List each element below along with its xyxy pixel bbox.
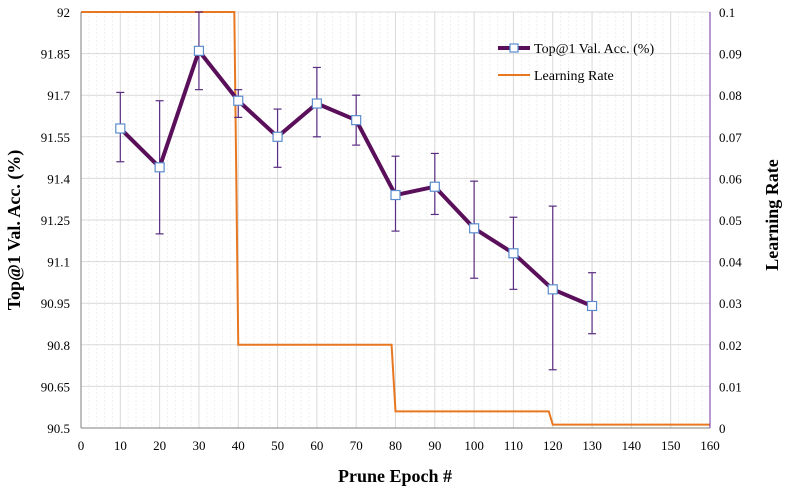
y-right-tick-label: 0.06 bbox=[719, 171, 742, 186]
y-right-tick-label: 0.02 bbox=[719, 338, 742, 353]
y-left-tick-label: 92 bbox=[57, 5, 70, 20]
y-left-tick-label: 91.1 bbox=[47, 255, 70, 270]
axes bbox=[80, 12, 711, 429]
legend: Top@1 Val. Acc. (%) Learning Rate bbox=[498, 42, 654, 84]
x-tick-label: 70 bbox=[350, 438, 363, 453]
accuracy-point bbox=[233, 95, 244, 106]
accuracy-point bbox=[390, 189, 401, 201]
y-left-tick-label: 91.4 bbox=[47, 171, 70, 186]
learning-rate-layer bbox=[81, 11, 710, 426]
accuracy-point bbox=[272, 131, 283, 142]
tick-labels: 0 10 20 30 40 50 60 70 80 90 100 110 120 130 140 150 160… bbox=[41, 5, 743, 453]
y-right-tick-label: 0.1 bbox=[719, 5, 735, 20]
legend-accuracy-marker bbox=[509, 43, 519, 53]
y-right-tick-label: 0.05 bbox=[719, 213, 742, 228]
y-left-tick-label: 91.55 bbox=[41, 130, 70, 145]
accuracy-point bbox=[586, 300, 598, 312]
x-tick-label: 80 bbox=[389, 438, 402, 453]
x-tick-label: 150 bbox=[661, 438, 681, 453]
y-right-tick-label: 0.03 bbox=[719, 296, 742, 311]
accuracy-point bbox=[429, 181, 440, 192]
y-right-tick-label: 0.04 bbox=[719, 255, 742, 270]
accuracy-point bbox=[351, 115, 362, 126]
y-left-tick-label: 90.95 bbox=[41, 296, 70, 311]
y-left-tick-label: 90.8 bbox=[47, 338, 70, 353]
y-right-tick-label: 0.01 bbox=[719, 379, 742, 394]
learning-rate-line bbox=[81, 11, 710, 426]
accuracy-point bbox=[193, 45, 205, 56]
x-tick-label: 60 bbox=[310, 438, 323, 453]
accuracy-layer bbox=[115, 11, 598, 371]
accuracy-point bbox=[311, 98, 322, 109]
y-left-tick-label: 90.5 bbox=[47, 421, 70, 436]
x-tick-label: 100 bbox=[464, 438, 484, 453]
x-tick-label: 50 bbox=[271, 438, 284, 453]
legend-accuracy-label: Top@1 Val. Acc. (%) bbox=[534, 42, 654, 57]
x-tick-label: 40 bbox=[232, 438, 245, 453]
accuracy-point bbox=[469, 223, 480, 234]
x-tick-label: 120 bbox=[543, 438, 563, 453]
grid bbox=[80, 11, 711, 429]
x-tick-label: 90 bbox=[428, 438, 441, 453]
y-right-tick-label: 0.09 bbox=[719, 47, 742, 62]
x-tick-label: 0 bbox=[78, 438, 85, 453]
legend-lr-label: Learning Rate bbox=[534, 69, 614, 84]
accuracy-point bbox=[508, 248, 519, 259]
x-tick-label: 30 bbox=[192, 438, 205, 453]
y-right-tick-label: 0 bbox=[719, 421, 726, 436]
y-axis-left-title: Top@1 Val. Acc. (%) bbox=[4, 150, 25, 311]
y-left-tick-label: 91.85 bbox=[41, 47, 70, 62]
x-tick-label: 10 bbox=[114, 438, 127, 453]
y-left-tick-label: 90.65 bbox=[41, 379, 70, 394]
x-tick-label: 130 bbox=[582, 438, 602, 453]
y-left-tick-label: 91.7 bbox=[47, 88, 70, 103]
accuracy-point bbox=[547, 284, 558, 295]
x-axis-title: Prune Epoch # bbox=[338, 466, 452, 486]
accuracy-point bbox=[115, 123, 126, 134]
y-right-tick-label: 0.07 bbox=[719, 130, 742, 145]
x-tick-label: 160 bbox=[700, 438, 720, 453]
x-tick-label: 20 bbox=[153, 438, 166, 453]
x-tick-label: 140 bbox=[622, 438, 642, 453]
y-right-tick-label: 0.08 bbox=[719, 88, 742, 103]
x-tick-label: 110 bbox=[504, 438, 523, 453]
accuracy-point bbox=[154, 162, 165, 173]
y-left-tick-label: 91.25 bbox=[41, 213, 70, 228]
y-axis-right-title: Learning Rate bbox=[762, 159, 782, 271]
